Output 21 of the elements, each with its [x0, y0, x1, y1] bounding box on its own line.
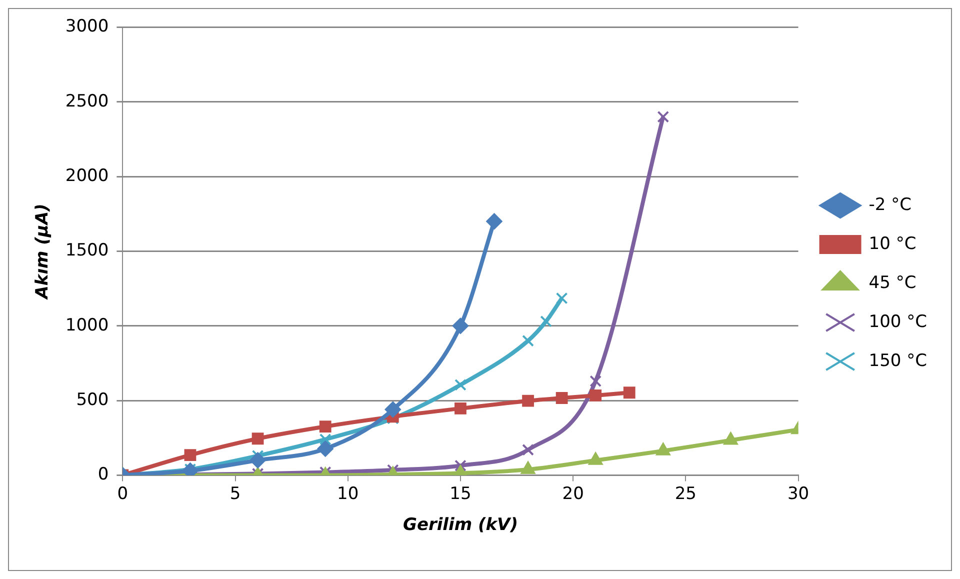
legend-label: 150 °C [868, 350, 928, 371]
x-axis-title: Gerilim (kV) [402, 515, 518, 536]
y-tick-label: 0 [98, 464, 109, 485]
x-tick-label: 5 [230, 484, 241, 504]
x-tick-label: 20 [562, 484, 584, 504]
x-tick-label: 0 [117, 484, 128, 504]
y-axis-title: Akım (µA) [32, 204, 53, 301]
y-tick-label: 500 [76, 390, 109, 410]
x-tick-label: 15 [450, 484, 472, 504]
y-tick-label: 1500 [65, 240, 109, 261]
y-tick-label: 2500 [65, 91, 109, 112]
y-tick-label: 2000 [65, 166, 109, 186]
y-tick-label: 3000 [65, 16, 109, 37]
x-tick-label: 10 [337, 484, 359, 504]
x-tick-label: 25 [674, 484, 696, 504]
legend-label: 10 °C [868, 234, 916, 254]
x-tick-label: 30 [787, 484, 810, 504]
legend-label: -2 °C [868, 194, 912, 215]
y-tick-label: 1000 [65, 315, 109, 336]
legend-label: 45 °C [868, 272, 916, 293]
legend-label: 100 °C [868, 312, 928, 332]
